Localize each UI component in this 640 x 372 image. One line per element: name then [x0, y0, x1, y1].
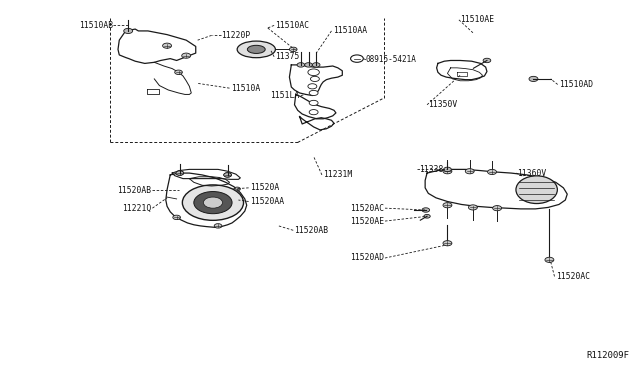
- Text: 11350V: 11350V: [428, 100, 458, 109]
- Circle shape: [182, 53, 191, 58]
- Text: 11510AD: 11510AD: [559, 80, 593, 89]
- Text: 11520A: 11520A: [250, 183, 279, 192]
- Text: 11510AC: 11510AC: [275, 21, 310, 30]
- Ellipse shape: [247, 45, 265, 54]
- Ellipse shape: [516, 176, 557, 203]
- Circle shape: [444, 167, 451, 171]
- Circle shape: [224, 173, 232, 177]
- Circle shape: [308, 84, 317, 89]
- Text: 11520AC: 11520AC: [556, 272, 590, 281]
- Circle shape: [289, 47, 297, 52]
- Text: 11360V: 11360V: [518, 169, 547, 177]
- Text: 11520AD: 11520AD: [349, 253, 384, 263]
- Text: 1151LA: 1151LA: [270, 91, 300, 100]
- Circle shape: [194, 192, 232, 214]
- Circle shape: [234, 187, 241, 191]
- Circle shape: [309, 100, 318, 106]
- Circle shape: [308, 69, 319, 76]
- Circle shape: [176, 171, 184, 175]
- Text: 11520AB: 11520AB: [117, 186, 151, 195]
- Circle shape: [422, 208, 429, 212]
- Circle shape: [424, 214, 430, 218]
- Text: 08915-5421A: 08915-5421A: [366, 55, 417, 64]
- Circle shape: [175, 70, 182, 74]
- Text: 11338: 11338: [419, 165, 443, 174]
- Circle shape: [310, 76, 319, 81]
- Circle shape: [493, 206, 502, 211]
- Circle shape: [309, 110, 318, 115]
- Text: 11520AB: 11520AB: [294, 226, 328, 235]
- Circle shape: [305, 62, 312, 67]
- Circle shape: [443, 241, 452, 246]
- Ellipse shape: [237, 41, 275, 58]
- Circle shape: [176, 171, 184, 175]
- Circle shape: [204, 197, 223, 208]
- Circle shape: [483, 58, 491, 62]
- Circle shape: [182, 185, 244, 220]
- Circle shape: [214, 224, 222, 228]
- Circle shape: [443, 203, 452, 208]
- Circle shape: [529, 76, 538, 81]
- Circle shape: [545, 257, 554, 262]
- Circle shape: [443, 169, 452, 174]
- Circle shape: [465, 169, 474, 174]
- Circle shape: [124, 28, 132, 33]
- Circle shape: [163, 43, 172, 48]
- Circle shape: [312, 62, 320, 67]
- Text: 11510AB: 11510AB: [79, 21, 113, 30]
- Text: 11520AC: 11520AC: [349, 203, 384, 213]
- Text: R112009F: R112009F: [586, 351, 629, 360]
- Circle shape: [224, 173, 232, 177]
- Circle shape: [488, 169, 497, 174]
- Circle shape: [309, 90, 318, 96]
- Circle shape: [173, 215, 180, 219]
- Circle shape: [297, 62, 305, 67]
- Text: 11231M: 11231M: [323, 170, 353, 179]
- Text: 11520AA: 11520AA: [250, 197, 284, 206]
- Text: 11375: 11375: [275, 52, 300, 61]
- Circle shape: [468, 205, 477, 210]
- Text: 11220P: 11220P: [221, 31, 250, 40]
- Text: 11221Q: 11221Q: [122, 203, 151, 213]
- Text: 11520AE: 11520AE: [349, 217, 384, 225]
- Text: 11510AE: 11510AE: [460, 15, 494, 24]
- Text: 11510AA: 11510AA: [333, 26, 367, 35]
- Text: 11510A: 11510A: [231, 84, 260, 93]
